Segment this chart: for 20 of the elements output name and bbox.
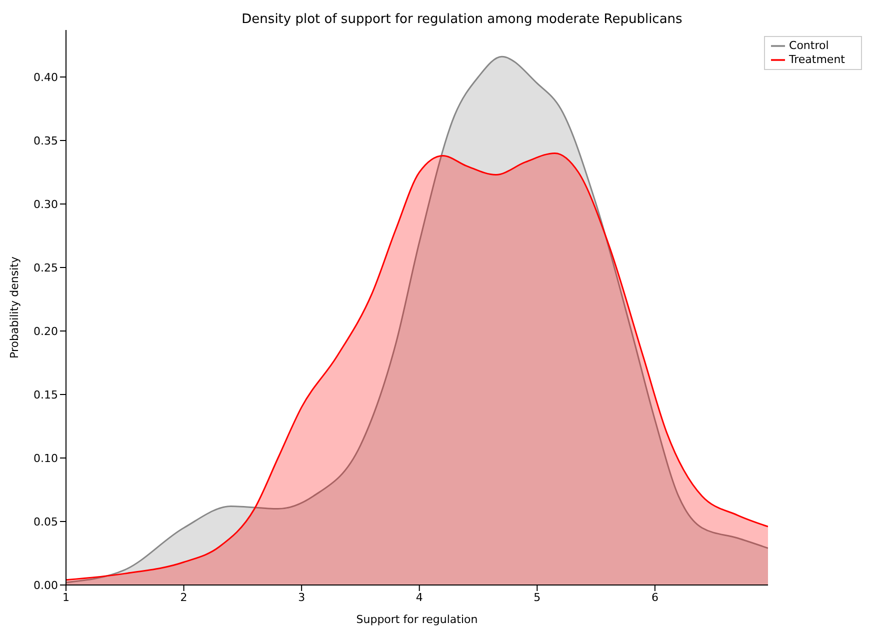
x-tick-label: 6 <box>651 590 658 604</box>
y-tick-label: 0.05 <box>34 515 58 528</box>
x-tick-label: 2 <box>180 590 188 604</box>
y-tick-label: 0.30 <box>34 198 58 211</box>
chart-title: Density plot of support for regulation among moderate Republicans <box>240 12 684 27</box>
x-axis-title: Support for regulation <box>356 613 478 626</box>
legend-label: Control <box>789 39 829 52</box>
y-tick-label: 0.25 <box>34 261 58 274</box>
y-tick-label: 0.00 <box>34 578 58 592</box>
y-tick-label: 0.40 <box>34 70 58 84</box>
x-tick-label: 4 <box>416 590 423 604</box>
y-tick-label: 0.10 <box>34 452 58 465</box>
x-tick-label: 1 <box>62 590 70 604</box>
x-tick-label: 3 <box>298 590 306 604</box>
y-tick-label: 0.35 <box>34 134 58 148</box>
y-tick-label: 0.15 <box>34 388 58 402</box>
x-tick-label: 5 <box>534 590 541 604</box>
y-axis-title: Probability density <box>8 256 21 358</box>
y-tick-label: 0.20 <box>34 324 58 338</box>
legend-label: Treatment <box>789 53 845 66</box>
